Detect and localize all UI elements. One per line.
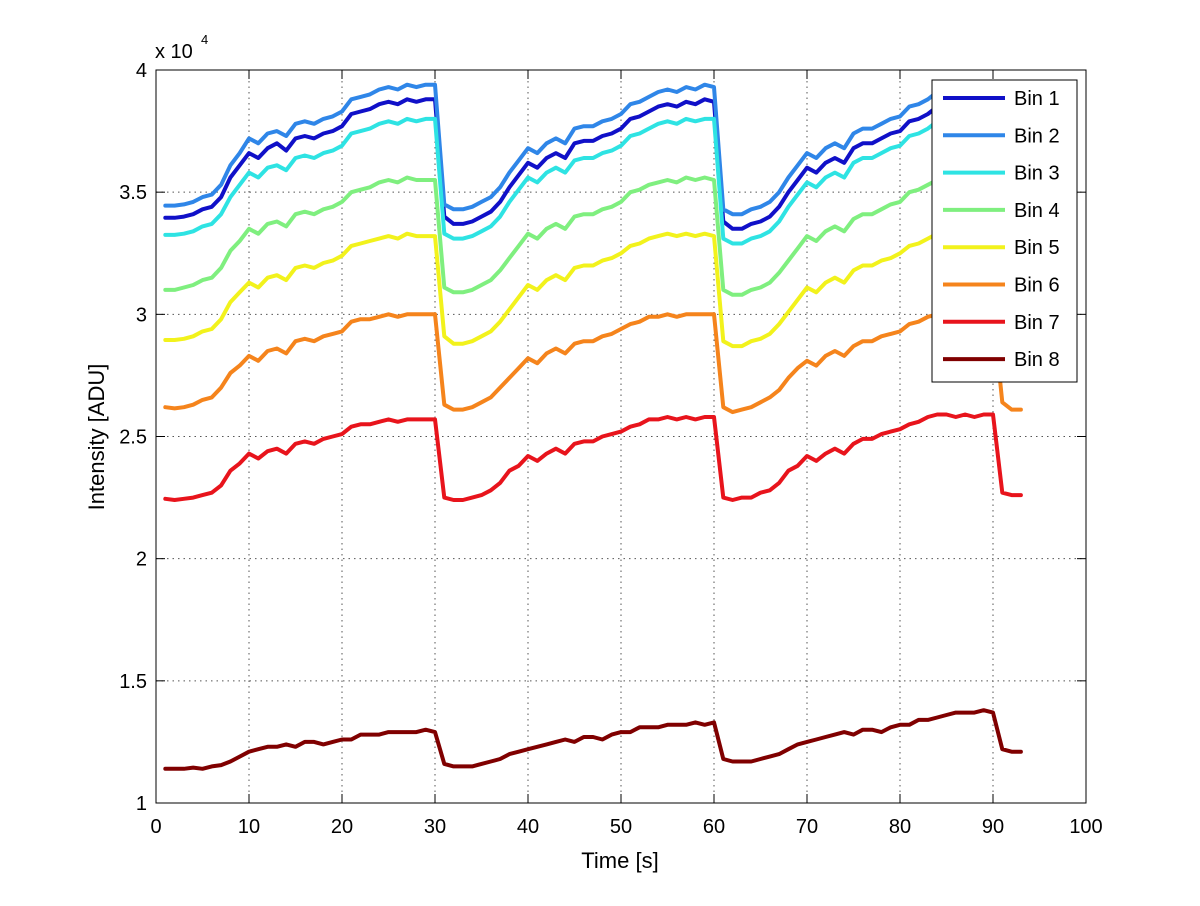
x-tick-label: 20 [331, 816, 353, 838]
x-tick-label: 90 [982, 816, 1004, 838]
x-tick-label: 10 [238, 816, 260, 838]
x-tick-label: 60 [703, 816, 725, 838]
legend: Bin 1 Bin 2 Bin 3 Bin 4 Bin 5 Bin 6 Bin 7 Bin 8 [931, 79, 1078, 383]
legend-label-bin-4: Bin 4 [1014, 200, 1060, 222]
y-tick-label: 1 [136, 793, 147, 815]
series-line-bin-2 [163, 82, 940, 217]
x-tick-label: 50 [610, 816, 632, 838]
legend-label-bin-1: Bin 1 [1014, 88, 1060, 110]
y-multiplier: x 10 4 [155, 32, 208, 63]
series-line-bin-6 [163, 309, 1023, 415]
axis-ticks: 0 10 20 30 40 50 60 70 80 90 100 1 1.5 2 2.5 3 3.5 4 [119, 60, 1103, 838]
legend-label-bin-8: Bin 8 [1014, 349, 1060, 371]
x-tick-label: 40 [517, 816, 539, 838]
y-tick-label: 2 [136, 549, 147, 571]
x-tick-label: 30 [424, 816, 446, 838]
series-line-bin-8 [163, 708, 1023, 771]
y-tick-label: 4 [136, 60, 147, 82]
legend-label-bin-5: Bin 5 [1014, 237, 1060, 259]
y-tick-label: 3.5 [119, 182, 147, 204]
legend-label-bin-2: Bin 2 [1014, 125, 1060, 147]
series-line-bin-7 [163, 412, 1023, 502]
y-multiplier-base: x 10 [155, 41, 193, 63]
x-tick-label: 70 [796, 816, 818, 838]
legend-label-bin-3: Bin 3 [1014, 163, 1060, 185]
y-axis-label: Intensity [ADU] [84, 364, 109, 511]
x-axis-label: Time [s] [581, 848, 658, 873]
legend-box [931, 79, 1078, 383]
y-multiplier-exponent: 4 [201, 32, 208, 47]
series-line-bin-1 [163, 97, 940, 231]
series-lines [163, 82, 1023, 771]
x-tick-label: 0 [150, 816, 161, 838]
x-tick-label: 100 [1069, 816, 1102, 838]
y-tick-label: 2.5 [119, 427, 147, 449]
series-line-bin-5 [163, 231, 940, 349]
y-tick-label: 3 [136, 304, 147, 326]
series-line-bin-3 [163, 116, 940, 246]
legend-label-bin-6: Bin 6 [1014, 275, 1060, 297]
x-tick-label: 80 [889, 816, 911, 838]
legend-label-bin-7: Bin 7 [1014, 312, 1060, 334]
y-tick-label: 1.5 [119, 671, 147, 693]
series-line-bin-4 [163, 175, 940, 297]
